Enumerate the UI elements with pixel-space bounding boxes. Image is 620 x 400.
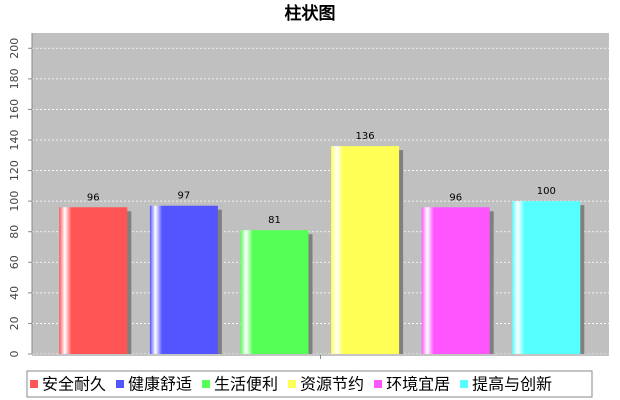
chart-title: 柱状图 (285, 3, 336, 24)
y-tick-label: 180 (8, 68, 21, 89)
legend-swatch (374, 380, 383, 388)
legend-label: 环境宜居 (386, 375, 450, 394)
y-tick-label: 80 (8, 225, 21, 239)
y-tick-label: 40 (8, 286, 21, 300)
data-label: 96 (87, 192, 100, 203)
bar (331, 146, 400, 354)
legend-label: 生活便利 (214, 375, 278, 394)
legend-label: 提高与创新 (472, 375, 552, 394)
bar (421, 207, 490, 354)
legend-swatch (30, 380, 38, 388)
data-label: 81 (268, 215, 281, 226)
legend-swatch (116, 380, 125, 388)
bar (512, 201, 581, 354)
legend-swatch (288, 380, 297, 388)
data-label: 97 (178, 191, 191, 202)
legend-label: 健康舒适 (128, 375, 192, 394)
y-tick-label: 60 (8, 255, 21, 269)
legend-swatch (460, 380, 469, 388)
legend-label: 资源节约 (300, 375, 364, 394)
bar (149, 205, 218, 354)
bar (59, 207, 128, 354)
legend-swatch (202, 380, 211, 388)
y-tick-label: 140 (8, 130, 21, 151)
data-label: 100 (537, 186, 556, 197)
legend-label: 安全耐久 (42, 375, 106, 394)
y-tick-label: 120 (8, 160, 21, 181)
data-label: 96 (449, 192, 462, 203)
y-tick-label: 0 (8, 351, 21, 358)
y-tick-label: 160 (8, 99, 21, 120)
y-tick-label: 200 (8, 38, 21, 59)
y-tick-label: 20 (8, 316, 21, 330)
y-tick-label: 100 (8, 191, 21, 212)
bar (240, 230, 309, 354)
data-label: 136 (356, 131, 375, 142)
